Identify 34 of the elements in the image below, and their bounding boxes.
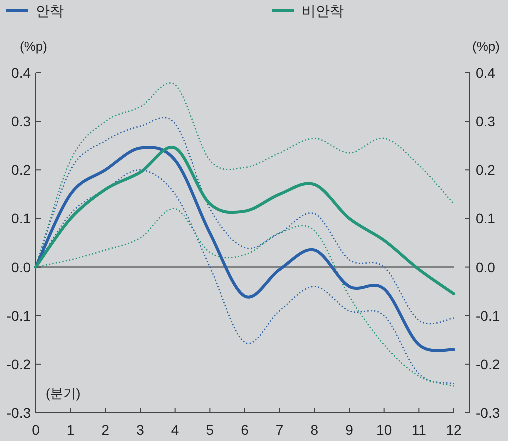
y-tick-label: 0.3 [12, 114, 32, 130]
x-tick-label: 10 [376, 422, 392, 438]
y2-tick-label: 0.0 [476, 259, 496, 276]
y2-tick-label: 0.4 [476, 65, 496, 81]
y2-tick-label: 0.3 [476, 114, 496, 130]
x-tick-label: 6 [241, 422, 250, 438]
y2-tick-label: 0.1 [476, 210, 496, 227]
x-tick-label: 12 [446, 422, 462, 438]
x-tick-label: 2 [102, 422, 110, 438]
y-tick-label: -0.1 [6, 308, 32, 324]
x-tick-label: 9 [346, 422, 354, 438]
x-tick-label: 7 [276, 422, 284, 438]
y2-tick-label: -0.3 [476, 405, 500, 421]
x-tick-label: 5 [206, 422, 214, 438]
y-tick-label: 0.2 [12, 162, 32, 178]
y-axis-title: (%p) [20, 39, 48, 54]
legend-label: 비안착 [302, 3, 344, 19]
y2-tick-label: 0.2 [476, 162, 496, 178]
x-tick-label: 4 [171, 422, 180, 438]
x-axis-title: (분기) [46, 386, 81, 401]
y2-tick-label: -0.1 [476, 308, 500, 324]
legend-label: 안착 [36, 3, 64, 19]
x-tick-label: 8 [310, 422, 319, 438]
y-tick-label: 0.4 [12, 65, 32, 81]
x-tick-label: 0 [32, 422, 40, 438]
x-tick-label: 1 [66, 422, 75, 438]
y-tick-label: -0.3 [6, 405, 32, 421]
x-tick-label: 11 [412, 422, 427, 438]
y-tick-label: -0.2 [6, 356, 32, 372]
x-tick-label: 3 [136, 422, 145, 438]
y2-tick-label: -0.2 [476, 356, 500, 372]
y-tick-label: 0.1 [12, 210, 32, 227]
y-tick-label: 0.0 [12, 259, 32, 276]
y2-axis-title: (%p) [472, 39, 500, 54]
